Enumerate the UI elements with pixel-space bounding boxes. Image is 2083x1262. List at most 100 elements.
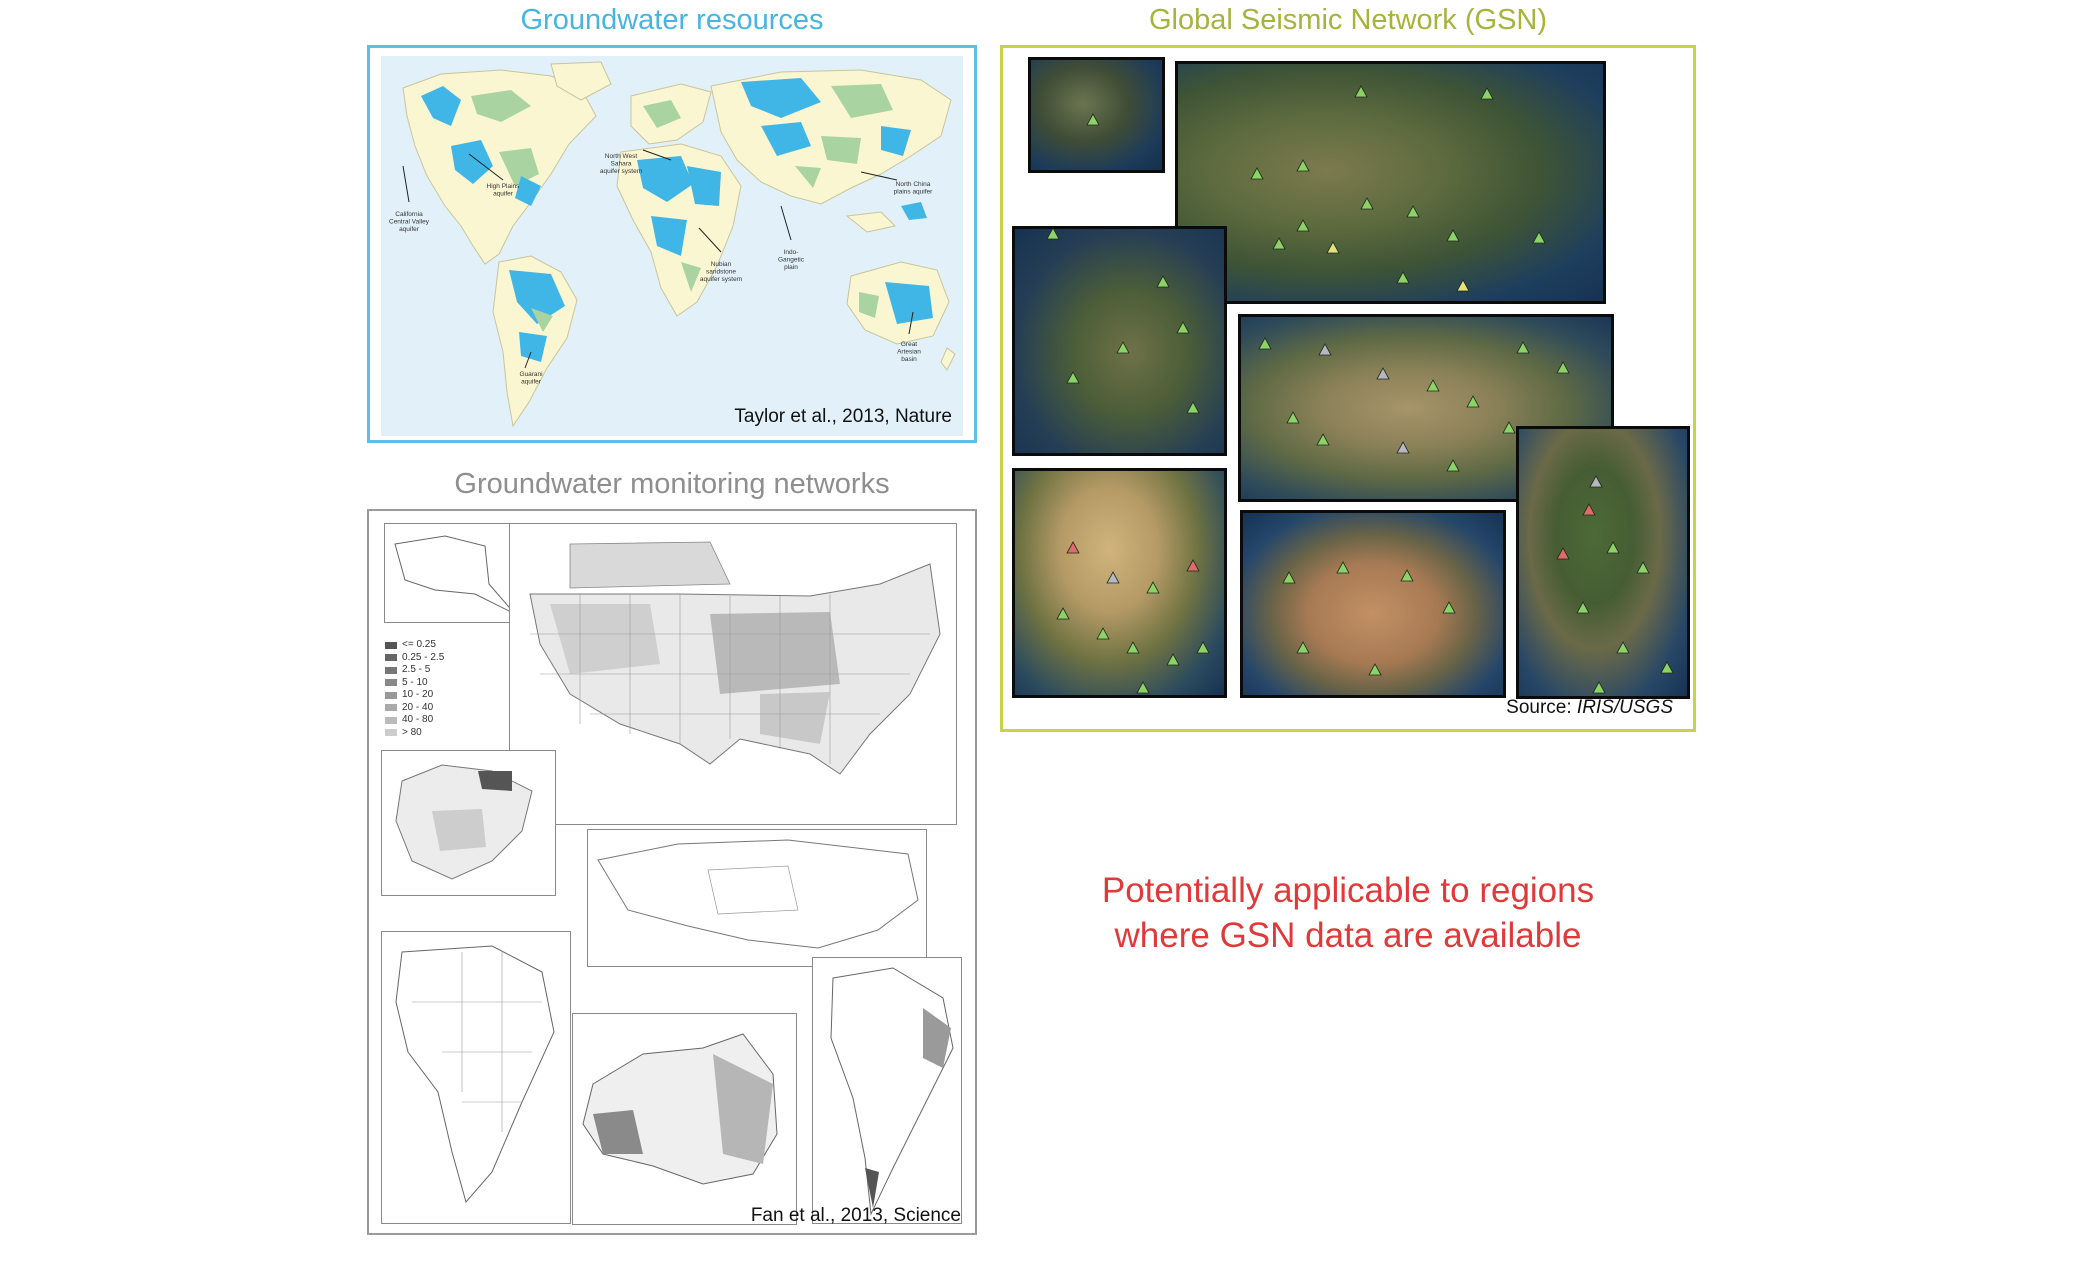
station-marker-icon [1066, 541, 1080, 554]
station-marker-icon [1446, 229, 1460, 242]
gsn-north-america-inset [1175, 61, 1606, 304]
station-marker-icon [1466, 395, 1480, 408]
aquifer-label: North China plains aquifer [894, 181, 933, 196]
station-marker-icon [1318, 343, 1332, 356]
gsn-asia-inset [1238, 314, 1614, 502]
station-marker-icon [1616, 641, 1630, 654]
station-marker-icon [1426, 379, 1440, 392]
gsn-credit: Source: IRIS/USGS [1506, 697, 1673, 719]
legend-entry: 10 - 20 [385, 689, 444, 702]
gsn-australia-inset [1240, 510, 1506, 698]
applicability-statement-line2: where GSN data are available [1114, 916, 1582, 955]
station-marker-icon [1576, 601, 1590, 614]
station-marker-icon [1282, 571, 1296, 584]
legend-label: 0.25 - 2.5 [402, 651, 445, 663]
applicability-statement-line1: Potentially applicable to regions [1101, 871, 1595, 910]
station-marker-icon [1556, 547, 1570, 560]
gsn-credit-source: IRIS/USGS [1576, 697, 1673, 718]
station-marker-icon [1106, 571, 1120, 584]
gsn-africa-inset [1012, 468, 1227, 698]
monitoring-europe-inset [381, 750, 556, 896]
station-marker-icon [1136, 681, 1150, 694]
station-marker-icon [1096, 627, 1110, 640]
legend-swatch [385, 641, 397, 649]
station-marker-icon [1636, 561, 1650, 574]
station-marker-icon [1354, 85, 1368, 98]
applicability-statement: Potentially applicable to regions where … [1000, 868, 1696, 958]
station-marker-icon [1660, 661, 1674, 674]
gsn-europe-inset [1012, 226, 1227, 456]
station-marker-icon [1316, 433, 1330, 446]
gsn-title: Global Seismic Network (GSN) [1148, 4, 1548, 36]
aquifer-label: North West Sahara aquifer system [600, 153, 642, 175]
station-marker-icon [1446, 459, 1460, 472]
legend-swatch [385, 666, 397, 674]
station-marker-icon [1086, 113, 1100, 126]
aquifer-label: Nubian sandstone aquifer system [700, 261, 742, 283]
gsn-credit-prefix: Source: [1506, 697, 1577, 718]
monitoring-australia-inset [572, 1013, 797, 1225]
station-marker-icon [1196, 641, 1210, 654]
legend-label: 2.5 - 5 [402, 664, 431, 675]
station-marker-icon [1056, 607, 1070, 620]
station-marker-icon [1166, 653, 1180, 666]
station-marker-icon [1589, 475, 1603, 488]
monitoring-asia-inset [587, 829, 927, 967]
station-marker-icon [1516, 341, 1530, 354]
station-marker-icon [1156, 275, 1170, 288]
legend-entry: <= 0.25 [385, 639, 444, 652]
station-marker-icon [1116, 341, 1130, 354]
legend-entry: 2.5 - 5 [385, 664, 444, 677]
station-marker-icon [1326, 241, 1340, 254]
legend-entry: 0.25 - 2.5 [385, 652, 444, 665]
legend-swatch [385, 704, 397, 712]
monitoring-usa-inset [509, 523, 957, 825]
station-marker-icon [1396, 441, 1410, 454]
legend-label: > 80 [402, 726, 422, 738]
legend-swatch [385, 679, 397, 687]
station-marker-icon [1502, 421, 1516, 434]
station-marker-icon [1286, 411, 1300, 424]
legend-swatch [385, 716, 397, 724]
legend-label: 5 - 10 [402, 676, 428, 688]
station-marker-icon [1126, 641, 1140, 654]
station-marker-icon [1066, 371, 1080, 384]
legend-entry: 40 - 80 [385, 714, 444, 727]
station-marker-icon [1592, 681, 1606, 694]
station-marker-icon [1272, 237, 1286, 250]
legend-swatch [385, 729, 397, 737]
station-marker-icon [1250, 167, 1264, 180]
monitoring-networks-title: Groundwater monitoring networks [454, 468, 890, 500]
aquifer-labels: California Central Valley aquifer High Pla… [389, 153, 933, 386]
groundwater-resources-panel: California Central Valley aquifer High Pla… [367, 45, 977, 443]
groundwater-resources-credit: Taylor et al., 2013, Nature [734, 406, 952, 427]
station-marker-icon [1296, 641, 1310, 654]
station-marker-icon [1606, 541, 1620, 554]
legend-label: <= 0.25 [402, 639, 436, 650]
station-marker-icon [1376, 367, 1390, 380]
station-marker-icon [1186, 559, 1200, 572]
station-marker-icon [1456, 279, 1470, 292]
aquifer-label: High Plains aquifer [487, 183, 521, 198]
legend-label: 10 - 20 [402, 689, 434, 700]
legend-entry: 20 - 40 [385, 702, 444, 715]
station-marker-icon [1046, 227, 1060, 240]
station-marker-icon [1296, 159, 1310, 172]
station-marker-icon [1186, 401, 1200, 414]
station-marker-icon [1336, 561, 1350, 574]
station-marker-icon [1556, 361, 1570, 374]
gsn-station-markers [1046, 85, 1674, 694]
station-marker-icon [1258, 337, 1272, 350]
legend-label: 20 - 40 [402, 701, 434, 713]
station-marker-icon [1480, 87, 1494, 100]
monitoring-africa-inset [381, 931, 571, 1224]
monitoring-networks-credit: Fan et al., 2013, Science [750, 1205, 961, 1226]
legend-swatch [385, 691, 397, 699]
station-marker-icon [1146, 581, 1160, 594]
legend-label: 40 - 80 [402, 714, 434, 725]
station-marker-icon [1582, 503, 1596, 516]
station-marker-icon [1360, 197, 1374, 210]
station-marker-icon [1442, 601, 1456, 614]
station-marker-icon [1176, 321, 1190, 334]
